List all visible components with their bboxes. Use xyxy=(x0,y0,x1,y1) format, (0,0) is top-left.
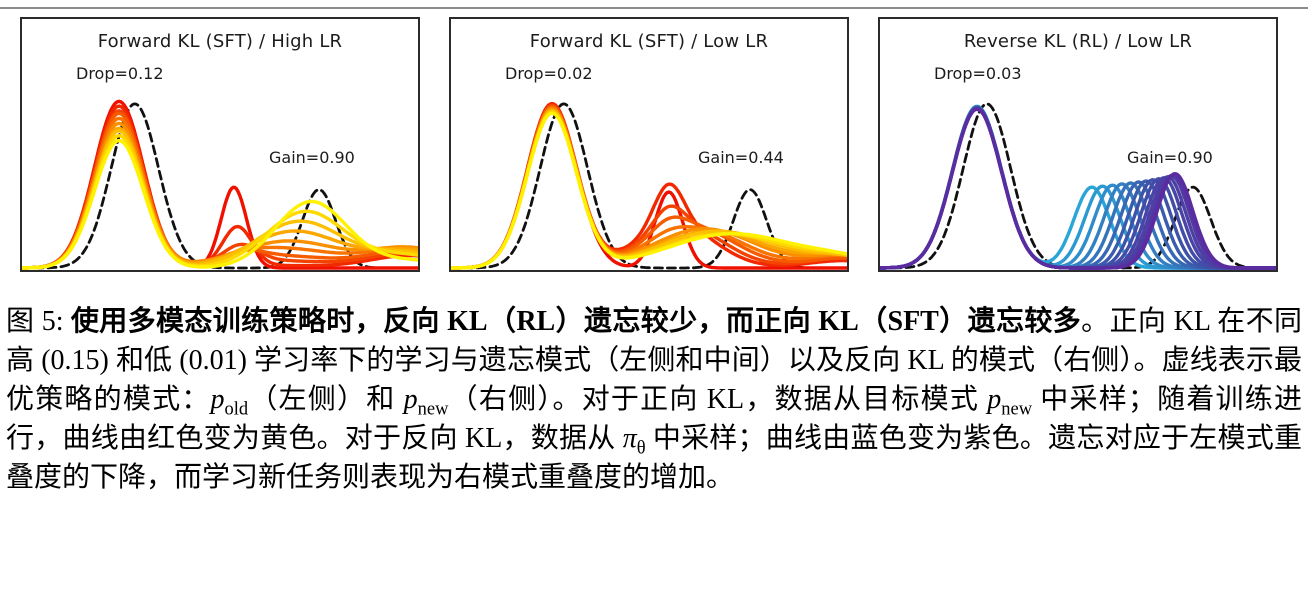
top-divider-rule xyxy=(0,7,1308,9)
figure-caption: 图 5: 使用多模态训练策略时，反向 KL（RL）遗忘较少，而正向 KL（SFT… xyxy=(6,306,1303,493)
drop-annotation: Drop=0.12 xyxy=(76,64,164,83)
distribution-plot-forward-low xyxy=(451,101,847,270)
drop-annotation: Drop=0.03 xyxy=(934,64,1022,83)
panel-title: Forward KL (SFT) / High LR xyxy=(97,31,343,52)
gain-annotation: Gain=0.90 xyxy=(269,148,355,167)
drop-annotation: Drop=0.02 xyxy=(505,64,593,83)
panel-title: Reverse KL (RL) / Low LR xyxy=(963,31,1193,52)
panel-reverse-kl-low-lr: Reverse KL (RL) / Low LR Drop=0.03 Gain=… xyxy=(878,17,1278,272)
panel-forward-kl-high-lr: Forward KL (SFT) / High LR Drop=0.12 Gai… xyxy=(20,17,420,272)
figure-panels-row: Forward KL (SFT) / High LR Drop=0.12 Gai… xyxy=(20,17,1278,272)
panel-forward-kl-low-lr: Forward KL (SFT) / Low LR Drop=0.02 Gain… xyxy=(449,17,849,272)
gain-annotation: Gain=0.90 xyxy=(1127,148,1213,167)
distribution-plot-reverse-low xyxy=(880,102,1276,270)
distribution-plot-forward-high xyxy=(22,99,418,270)
panel-title: Forward KL (SFT) / Low LR xyxy=(529,31,769,52)
gain-annotation: Gain=0.44 xyxy=(698,148,784,167)
